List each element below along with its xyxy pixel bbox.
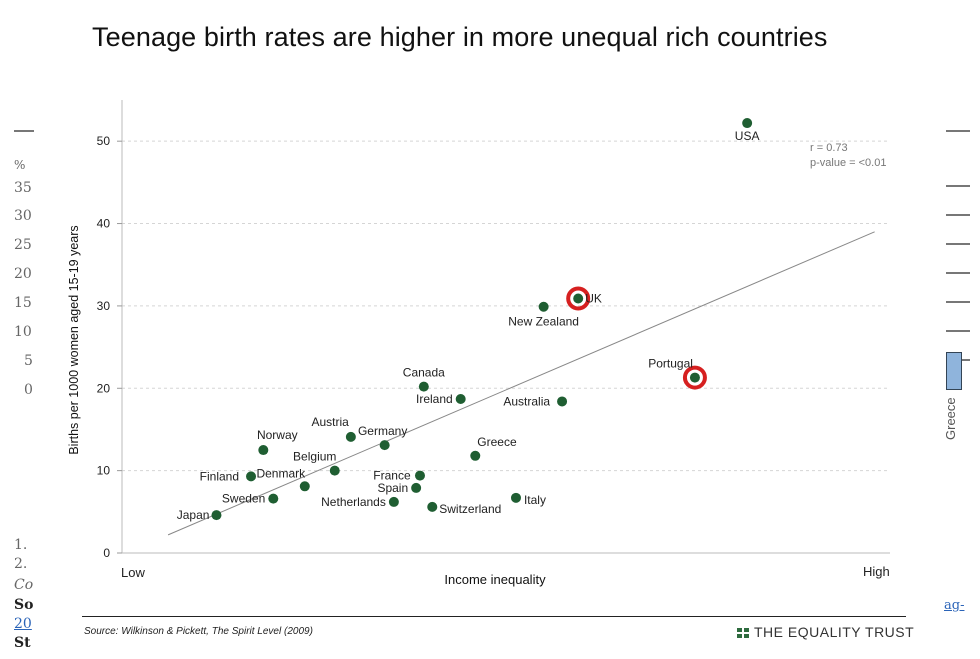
background-dash xyxy=(14,130,34,132)
data-point xyxy=(510,492,521,503)
brand-name: THE EQUALITY TRUST xyxy=(754,624,915,640)
point-label: Greece xyxy=(477,435,517,449)
point-label: Australia xyxy=(503,394,550,408)
point-label: Belgium xyxy=(293,450,336,464)
chart-title: Teenage birth rates are higher in more u… xyxy=(92,22,828,52)
data-point xyxy=(470,450,481,461)
data-point xyxy=(268,493,279,504)
background-note: Co xyxy=(14,577,34,593)
point-label: Spain xyxy=(377,481,408,495)
point-label: Italy xyxy=(524,493,546,507)
background-tick: 5 xyxy=(24,353,33,369)
point-label: Finland xyxy=(200,469,239,483)
y-tick-label: 40 xyxy=(97,217,111,231)
correlation-annotation: r = 0.73 xyxy=(810,142,848,154)
data-point xyxy=(345,431,356,442)
background-tick: 25 xyxy=(14,237,32,253)
point-label: Austria xyxy=(312,415,350,429)
point-label: Norway xyxy=(257,428,298,442)
background-bar xyxy=(946,352,962,390)
background-note: St xyxy=(14,635,31,651)
point-label: UK xyxy=(585,291,602,305)
point-label: Canada xyxy=(403,366,445,380)
data-point xyxy=(742,118,753,129)
background-note: 1. xyxy=(14,537,28,553)
source-note: Source: Wilkinson & Pickett, The Spirit … xyxy=(84,626,313,637)
background-dash xyxy=(946,185,970,187)
brand-logo: THE EQUALITY TRUST xyxy=(737,624,914,640)
data-point xyxy=(388,496,399,507)
data-point xyxy=(246,471,257,482)
point-label: Switzerland xyxy=(439,502,501,516)
point-label: Ireland xyxy=(416,392,453,406)
data-point xyxy=(455,393,466,404)
point-label: USA xyxy=(735,129,760,143)
data-point xyxy=(573,293,584,304)
data-point xyxy=(538,301,549,312)
data-point xyxy=(258,445,269,456)
background-dash xyxy=(946,272,970,274)
point-label: Portugal xyxy=(648,357,693,371)
point-label: Japan xyxy=(177,508,210,522)
data-point xyxy=(299,481,310,492)
data-point xyxy=(329,465,340,476)
y-tick-label: 30 xyxy=(97,299,111,313)
y-tick-label: 10 xyxy=(97,464,111,478)
data-point xyxy=(689,372,700,383)
y-tick-label: 0 xyxy=(103,546,110,560)
highlight-ring xyxy=(682,365,707,390)
y-axis-title: Births per 1000 women aged 15-19 years xyxy=(67,225,81,454)
data-point xyxy=(427,501,438,512)
background-link[interactable]: 20 xyxy=(14,616,32,632)
highlight-ring xyxy=(566,286,591,311)
data-point xyxy=(414,470,425,481)
data-point xyxy=(379,440,390,451)
background-tick: 30 xyxy=(14,208,32,224)
point-label: Netherlands xyxy=(321,495,386,509)
background-note: So xyxy=(14,597,34,613)
background-dash xyxy=(946,301,970,303)
data-point xyxy=(557,396,568,407)
footer-divider xyxy=(82,616,906,617)
data-point xyxy=(411,482,422,493)
data-point xyxy=(418,381,429,392)
x-axis-high-label: High xyxy=(863,564,890,579)
background-tick: 0 xyxy=(24,382,33,398)
point-label: Germany xyxy=(358,424,407,438)
p-value-annotation: p-value = <0.01 xyxy=(810,157,886,169)
x-axis-low-label: Low xyxy=(121,565,145,580)
y-tick-label: 50 xyxy=(97,134,111,148)
trend-line xyxy=(167,231,875,536)
point-label: Denmark xyxy=(256,466,306,480)
background-link[interactable]: ag- xyxy=(944,598,965,613)
background-dash xyxy=(946,243,970,245)
background-tick: 20 xyxy=(14,266,32,282)
background-note: 2. xyxy=(14,556,28,572)
point-label: France xyxy=(373,469,411,483)
background-dash xyxy=(946,130,970,132)
background-axis-label: % xyxy=(14,158,26,172)
background-dash xyxy=(946,330,970,332)
background-tick: 35 xyxy=(14,180,32,196)
brand-icon xyxy=(737,628,749,639)
point-label: New Zealand xyxy=(508,315,579,329)
x-axis-title: Income inequality xyxy=(444,572,546,587)
background-tick: 15 xyxy=(14,295,32,311)
y-tick-label: 20 xyxy=(97,381,111,395)
background-dash xyxy=(946,214,970,216)
data-point xyxy=(211,510,222,521)
background-tick: 10 xyxy=(14,324,32,340)
point-label: Sweden xyxy=(222,492,265,506)
